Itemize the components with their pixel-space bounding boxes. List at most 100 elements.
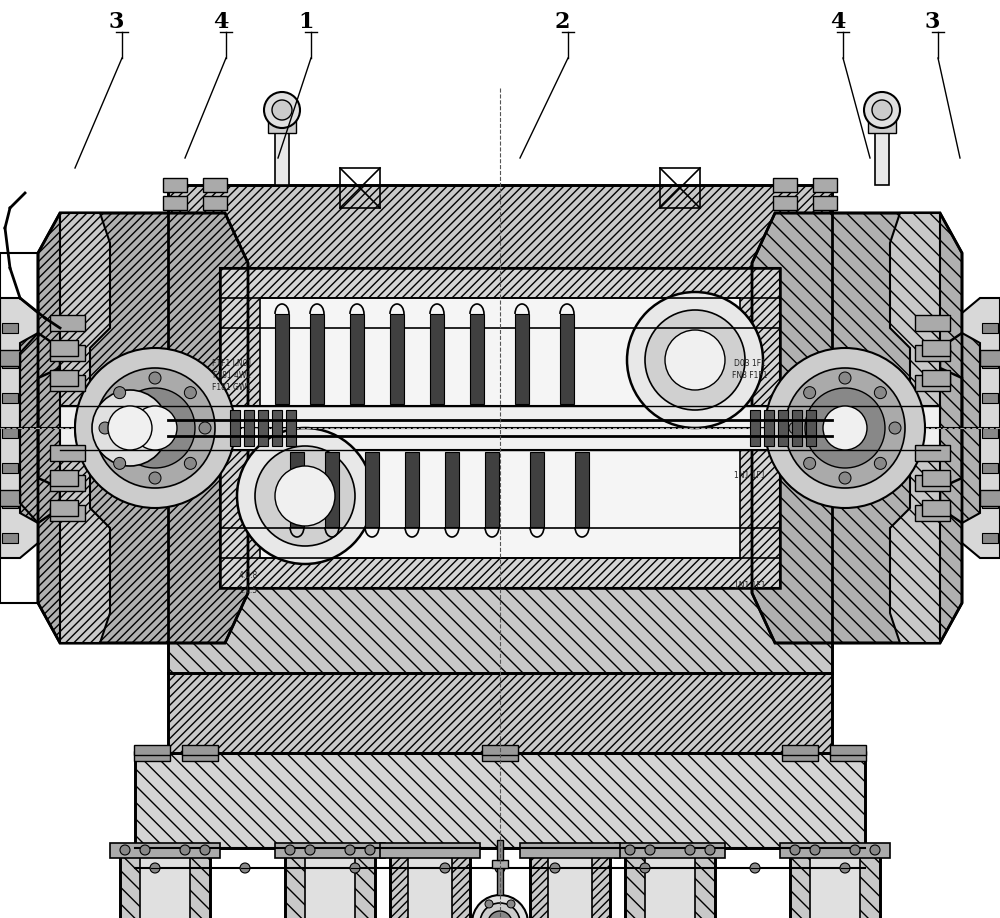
Bar — [135, 753, 865, 848]
Bar — [203, 178, 227, 192]
Circle shape — [485, 900, 493, 908]
Text: 3: 3 — [108, 11, 123, 33]
Circle shape — [200, 845, 210, 855]
Circle shape — [870, 845, 880, 855]
Circle shape — [850, 845, 860, 855]
Bar — [140, 853, 190, 918]
Circle shape — [640, 863, 650, 873]
Circle shape — [150, 863, 160, 873]
Text: FN8 F1F1: FN8 F1F1 — [732, 371, 768, 380]
Bar — [922, 470, 950, 486]
Bar — [625, 853, 715, 918]
Circle shape — [488, 911, 512, 918]
Bar — [792, 410, 802, 446]
Polygon shape — [890, 213, 940, 643]
Bar — [163, 178, 187, 192]
Circle shape — [264, 92, 300, 128]
Circle shape — [765, 348, 925, 508]
Text: 3: 3 — [925, 11, 940, 33]
Bar — [135, 753, 865, 848]
Circle shape — [149, 372, 161, 384]
Bar — [2, 428, 18, 438]
Circle shape — [350, 863, 360, 873]
Polygon shape — [38, 213, 248, 643]
Bar — [2, 533, 18, 543]
Circle shape — [108, 406, 152, 450]
Polygon shape — [962, 298, 1000, 558]
Bar — [390, 853, 470, 918]
Bar — [915, 375, 950, 391]
Circle shape — [472, 895, 528, 918]
Bar — [470, 314, 484, 404]
Circle shape — [750, 863, 760, 873]
Bar — [875, 130, 889, 185]
Bar — [645, 853, 695, 918]
Bar — [50, 340, 78, 356]
Bar — [430, 314, 444, 404]
Circle shape — [440, 863, 450, 873]
Bar — [120, 853, 210, 918]
Circle shape — [645, 845, 655, 855]
Circle shape — [75, 348, 235, 508]
Bar — [50, 370, 78, 386]
Bar — [365, 452, 379, 527]
Bar — [575, 452, 589, 527]
Circle shape — [305, 845, 315, 855]
Bar — [120, 853, 210, 918]
Bar — [982, 533, 998, 543]
Bar — [915, 315, 950, 331]
Circle shape — [180, 845, 190, 855]
Circle shape — [184, 457, 196, 469]
Bar — [830, 751, 866, 761]
Bar — [275, 314, 289, 404]
Bar — [134, 745, 170, 755]
Circle shape — [874, 386, 886, 398]
Bar — [982, 498, 998, 508]
Circle shape — [810, 845, 820, 855]
Bar — [390, 853, 470, 918]
Bar — [0, 490, 20, 506]
Bar — [982, 358, 998, 368]
Bar — [615, 843, 725, 858]
Bar — [530, 853, 610, 918]
Bar — [2, 393, 18, 403]
Bar — [405, 452, 419, 527]
Polygon shape — [940, 333, 1000, 523]
Bar — [390, 314, 404, 404]
Circle shape — [95, 368, 215, 488]
Bar — [2, 323, 18, 333]
Bar — [482, 751, 518, 761]
Bar — [915, 505, 950, 521]
Circle shape — [627, 292, 763, 428]
Circle shape — [184, 386, 196, 398]
Bar — [750, 410, 760, 446]
Circle shape — [874, 457, 886, 469]
Circle shape — [625, 845, 635, 855]
Bar — [806, 410, 816, 446]
Bar — [285, 853, 375, 918]
Bar — [830, 745, 866, 755]
Text: 1N1 1F1: 1N1 1F1 — [734, 471, 766, 480]
Bar — [285, 853, 375, 918]
Bar — [60, 406, 940, 450]
Bar — [982, 323, 998, 333]
Bar — [915, 475, 950, 491]
Bar — [530, 452, 544, 527]
Bar — [764, 410, 774, 446]
Bar — [286, 410, 296, 446]
Bar — [50, 470, 78, 486]
Bar — [515, 314, 529, 404]
Bar — [260, 298, 740, 558]
Circle shape — [480, 903, 520, 918]
Bar — [922, 500, 950, 516]
Text: 4: 4 — [830, 11, 845, 33]
Circle shape — [114, 386, 126, 398]
Circle shape — [790, 845, 800, 855]
Bar — [790, 853, 880, 918]
Bar — [134, 751, 170, 761]
Bar — [520, 843, 620, 858]
Circle shape — [823, 406, 867, 450]
Circle shape — [237, 428, 373, 564]
Bar — [182, 745, 218, 755]
Circle shape — [92, 390, 168, 466]
